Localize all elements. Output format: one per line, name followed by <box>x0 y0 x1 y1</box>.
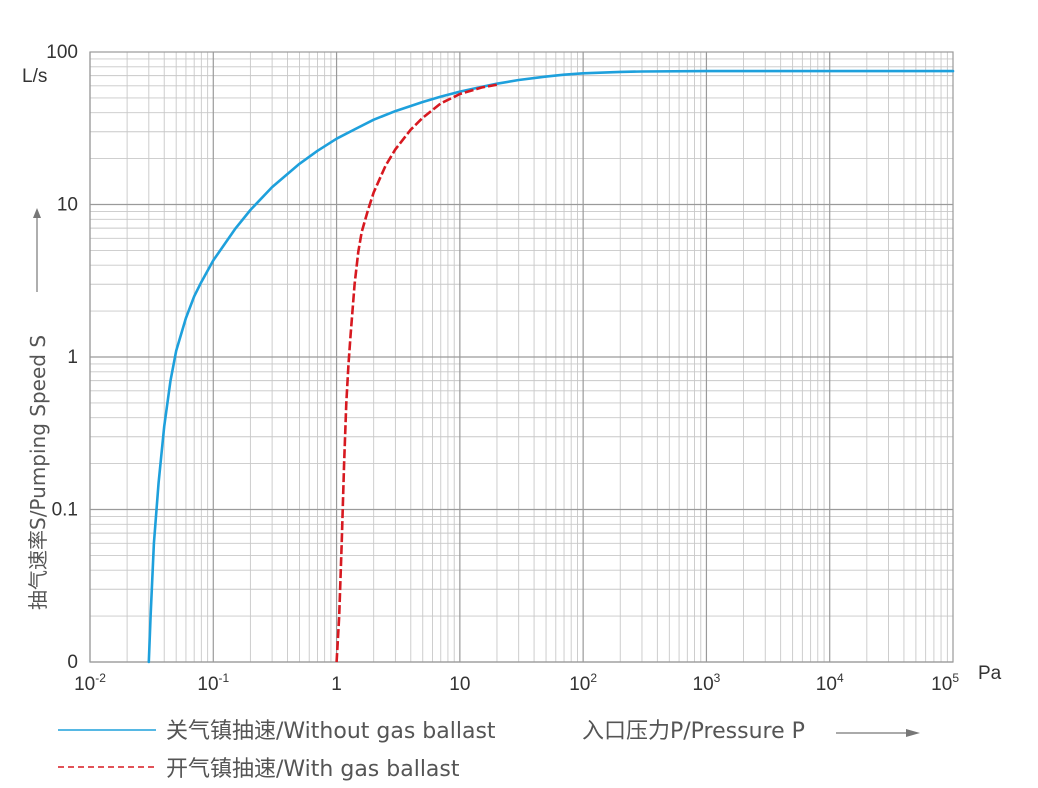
x-tick-label: 102 <box>569 671 597 695</box>
y-axis-arrowhead-icon <box>33 208 41 218</box>
x-tick-labels: 10-2 10-1 1 10 102 103 104 105 <box>74 671 959 695</box>
y-tick-label: 10 <box>57 195 78 216</box>
x-tick-label: 10 <box>449 674 470 695</box>
legend-label-without-ballast: 关气镇抽速/Without gas ballast <box>166 719 496 744</box>
x-unit-label: Pa <box>978 663 1002 684</box>
x-tick-label: 104 <box>816 671 844 695</box>
y-unit-label: L/s <box>22 66 47 87</box>
series-line-without-ballast <box>147 69 955 664</box>
x-axis-arrowhead-icon <box>906 729 920 737</box>
y-axis-title: 抽气速率S/Pumping Speed S <box>26 335 50 610</box>
x-tick-label: 10-2 <box>74 671 106 695</box>
x-axis-title: 入口压力P/Pressure P <box>582 719 805 744</box>
y-tick-label: 0.1 <box>52 500 78 521</box>
x-tick-label: 105 <box>931 671 959 695</box>
series-line-with-ballast <box>335 83 498 663</box>
x-tick-label: 103 <box>693 671 721 695</box>
y-tick-label: 1 <box>67 347 78 368</box>
series-layer <box>147 69 955 664</box>
x-tick-label: 10-1 <box>197 671 229 695</box>
x-tick-label: 1 <box>331 674 342 695</box>
x-axis-title-group: 入口压力P/Pressure P <box>582 719 920 744</box>
y-tick-label: 100 <box>46 42 78 63</box>
y-tick-labels: 0 0.1 1 10 100 <box>46 42 78 673</box>
legend: 关气镇抽速/Without gas ballast 开气镇抽速/With gas… <box>58 719 496 782</box>
plot-frame <box>89 51 954 663</box>
y-axis-title-group: 抽气速率S/Pumping Speed S <box>26 208 50 610</box>
legend-label-with-ballast: 开气镇抽速/With gas ballast <box>166 757 460 782</box>
y-tick-label: 0 <box>67 652 78 673</box>
